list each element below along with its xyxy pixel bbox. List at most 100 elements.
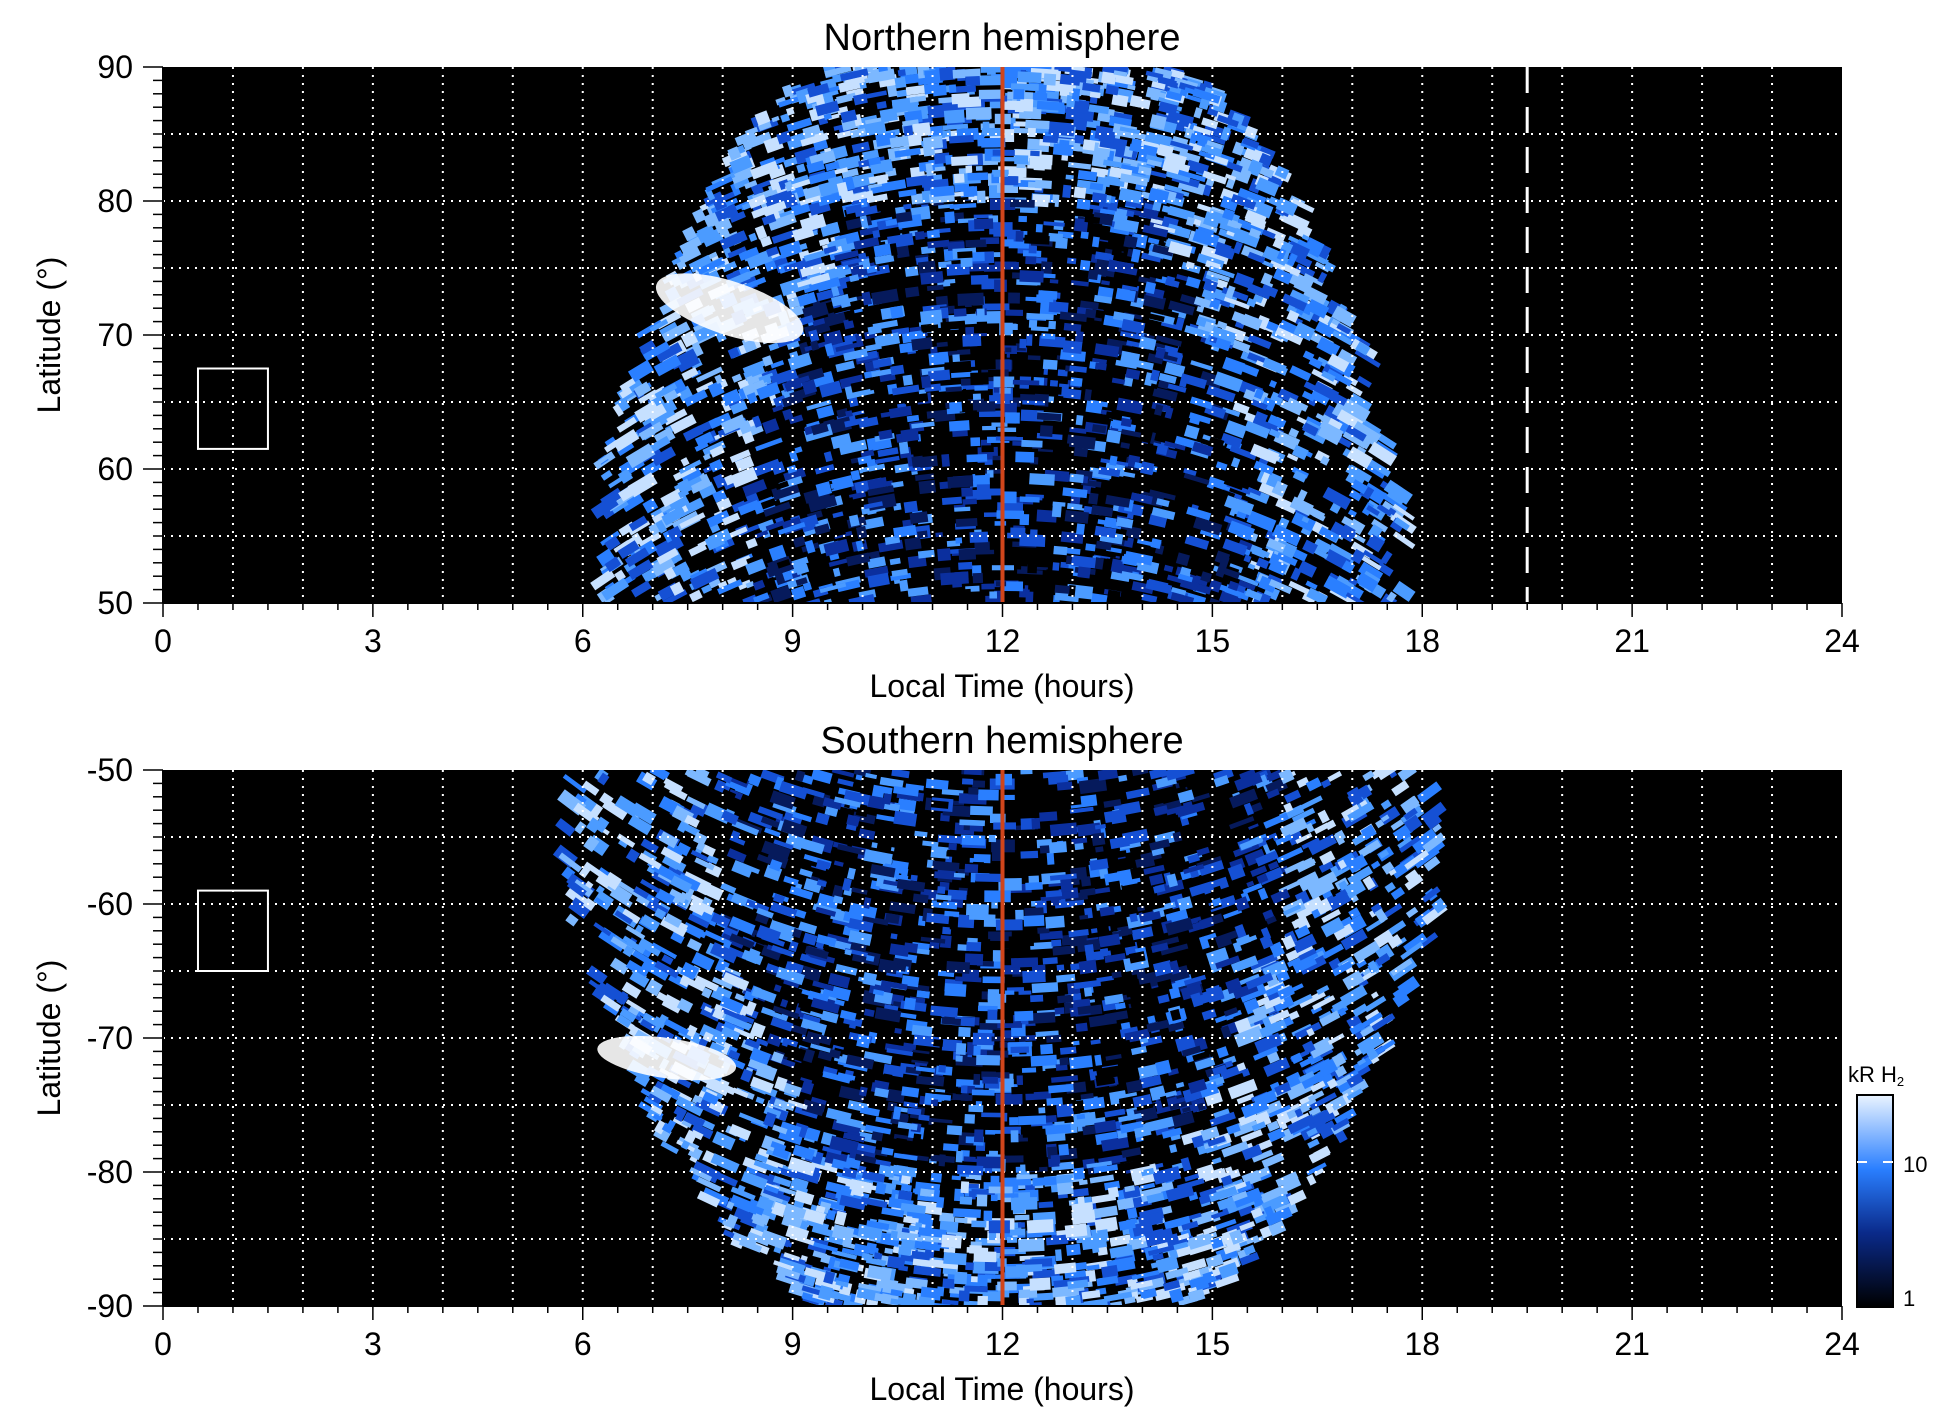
emission-patch — [1241, 903, 1258, 916]
emission-patch — [876, 201, 894, 212]
emission-patch — [1219, 223, 1237, 234]
emission-patch — [693, 953, 713, 970]
emission-patch — [1229, 445, 1257, 461]
emission-patch — [818, 1285, 834, 1301]
emission-patch — [974, 218, 994, 230]
emission-patch — [1265, 983, 1286, 997]
emission-patch — [1204, 260, 1221, 271]
emission-patch — [949, 401, 963, 413]
emission-patch — [1094, 362, 1107, 371]
emission-patch — [936, 1196, 945, 1208]
emission-patch — [1227, 863, 1246, 881]
emission-patch — [1016, 770, 1033, 775]
emission-patch — [1083, 67, 1093, 80]
emission-patch — [625, 959, 649, 979]
emission-patch — [1091, 236, 1100, 248]
emission-patch — [719, 230, 748, 250]
emission-patch — [771, 461, 786, 475]
emission-patch — [1029, 529, 1038, 540]
emission-patch — [762, 355, 774, 367]
emission-patch — [661, 321, 691, 343]
emission-patch — [1026, 312, 1054, 321]
emission-patch — [1265, 227, 1287, 243]
emission-patch — [1118, 774, 1128, 782]
emission-patch — [1392, 990, 1410, 1008]
emission-patch — [830, 480, 848, 490]
emission-patch — [1100, 1136, 1130, 1152]
emission-patch — [1371, 518, 1389, 533]
emission-patch — [794, 770, 806, 782]
emission-patch — [941, 496, 963, 506]
emission-patch — [1164, 361, 1186, 378]
emission-patch — [831, 1249, 858, 1260]
emission-patch — [706, 854, 719, 865]
emission-patch — [949, 134, 974, 144]
emission-patch — [772, 1146, 790, 1160]
emission-patch — [708, 412, 732, 429]
emission-patch — [988, 940, 1005, 950]
emission-patch — [1216, 1195, 1239, 1211]
emission-patch — [1267, 414, 1287, 430]
emission-patch — [1266, 788, 1280, 799]
emission-patch — [823, 538, 850, 557]
emission-patch — [1381, 492, 1408, 513]
emission-patch — [907, 554, 927, 569]
emission-patch — [955, 976, 982, 983]
emission-patch — [582, 780, 600, 796]
emission-patch — [965, 106, 992, 120]
emission-patch — [1160, 965, 1190, 985]
emission-patch — [1372, 1039, 1396, 1057]
emission-patch — [1017, 1222, 1025, 1228]
emission-patch — [1214, 928, 1243, 949]
emission-patch — [920, 271, 944, 285]
emission-patch — [825, 266, 846, 282]
emission-patch — [971, 1220, 987, 1228]
emission-patch — [1267, 1127, 1286, 1143]
emission-patch — [1035, 224, 1043, 233]
emission-patch — [640, 838, 659, 854]
emission-patch — [1166, 873, 1178, 888]
emission-patch — [980, 543, 989, 550]
emission-patch — [727, 346, 740, 359]
emission-patch — [995, 436, 1024, 441]
emission-patch — [1260, 272, 1273, 287]
emission-patch — [1281, 210, 1310, 233]
emission-patch — [741, 431, 755, 445]
emission-patch — [1224, 420, 1248, 439]
emission-patch — [1196, 138, 1207, 148]
emission-patch — [975, 873, 1003, 883]
emission-patch — [853, 1243, 879, 1256]
emission-patch — [1259, 934, 1274, 950]
emission-patch — [1319, 455, 1330, 466]
emission-patch — [992, 950, 1003, 963]
emission-patch — [938, 351, 949, 360]
emission-patch — [922, 438, 951, 454]
emission-patch — [1296, 416, 1307, 425]
emission-patch — [975, 75, 1002, 86]
emission-patch — [1079, 887, 1096, 897]
emission-patch — [679, 961, 700, 981]
emission-patch — [1154, 347, 1166, 360]
emission-patch — [795, 577, 808, 586]
emission-patch — [873, 1252, 883, 1260]
emission-patch — [801, 1099, 826, 1117]
emission-patch — [1089, 858, 1109, 871]
emission-patch — [1077, 1196, 1086, 1207]
emission-patch — [1213, 1108, 1230, 1119]
emission-patch — [1273, 430, 1301, 451]
emission-patch — [973, 321, 988, 334]
emission-patch — [823, 451, 833, 463]
emission-patch — [773, 839, 794, 850]
emission-patch — [1165, 1183, 1195, 1202]
emission-patch — [1200, 1126, 1220, 1141]
emission-patch — [1244, 588, 1263, 602]
emission-patch — [685, 1024, 698, 1038]
emission-patch — [702, 1091, 720, 1106]
emission-patch — [1350, 548, 1366, 565]
emission-patch — [978, 89, 1003, 100]
emission-patch — [969, 1245, 982, 1254]
emission-patch — [753, 934, 775, 949]
emission-patch — [695, 1101, 721, 1117]
emission-patch — [1202, 170, 1228, 185]
emission-patch — [1370, 991, 1379, 999]
